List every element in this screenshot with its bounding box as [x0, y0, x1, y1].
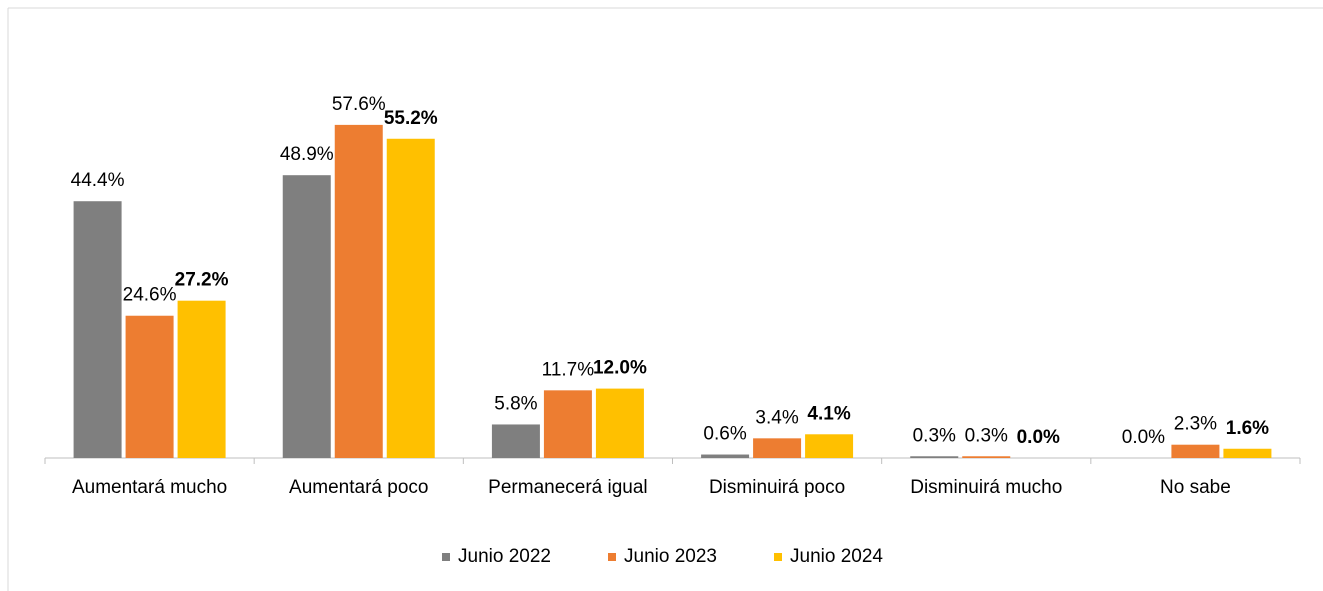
x-tick-label: Aumentará mucho — [72, 477, 227, 498]
x-tick-label: No sabe — [1160, 477, 1231, 498]
bar — [1223, 448, 1272, 458]
bar — [386, 138, 435, 458]
value-label: 48.9% — [280, 144, 334, 165]
bar — [543, 390, 592, 458]
bar — [282, 175, 331, 458]
bar — [334, 124, 383, 458]
legend-label: Junio 2023 — [624, 546, 717, 567]
value-label: 0.0% — [1017, 427, 1060, 448]
bar — [910, 456, 959, 458]
value-label: 0.3% — [913, 425, 956, 446]
bar — [701, 454, 750, 458]
x-tick-label: Disminuirá mucho — [910, 477, 1062, 498]
x-tick-label: Aumentará poco — [289, 477, 428, 498]
bar — [805, 434, 854, 458]
bar — [753, 438, 802, 458]
value-label: 1.6% — [1226, 418, 1269, 439]
bar — [1171, 444, 1220, 458]
value-label: 0.0% — [1122, 427, 1165, 448]
value-label: 2.3% — [1174, 414, 1217, 435]
legend-swatch — [608, 553, 616, 561]
value-label: 5.8% — [494, 393, 537, 414]
value-label: 0.6% — [703, 424, 746, 445]
value-label: 12.0% — [593, 358, 647, 379]
value-label: 4.1% — [807, 403, 850, 424]
legend-label: Junio 2024 — [790, 546, 883, 567]
legend-swatch — [442, 553, 450, 561]
value-label: 24.6% — [123, 285, 177, 306]
x-tick-label: Disminuirá poco — [709, 477, 845, 498]
bar — [491, 424, 540, 458]
value-label: 3.4% — [755, 407, 798, 428]
x-tick-label: Permanecerá igual — [488, 477, 647, 498]
value-label: 11.7% — [542, 359, 595, 380]
value-label: 57.6% — [332, 94, 386, 115]
bar — [595, 388, 644, 458]
bar — [125, 315, 174, 458]
bar — [962, 456, 1011, 458]
value-label: 55.2% — [384, 108, 438, 129]
legend-label: Junio 2022 — [458, 546, 551, 567]
value-label: 0.3% — [965, 425, 1008, 446]
bar — [177, 300, 226, 458]
legend-swatch — [774, 553, 782, 561]
value-label: 27.2% — [175, 270, 229, 291]
value-label: 44.4% — [71, 170, 125, 191]
bar — [73, 201, 122, 458]
